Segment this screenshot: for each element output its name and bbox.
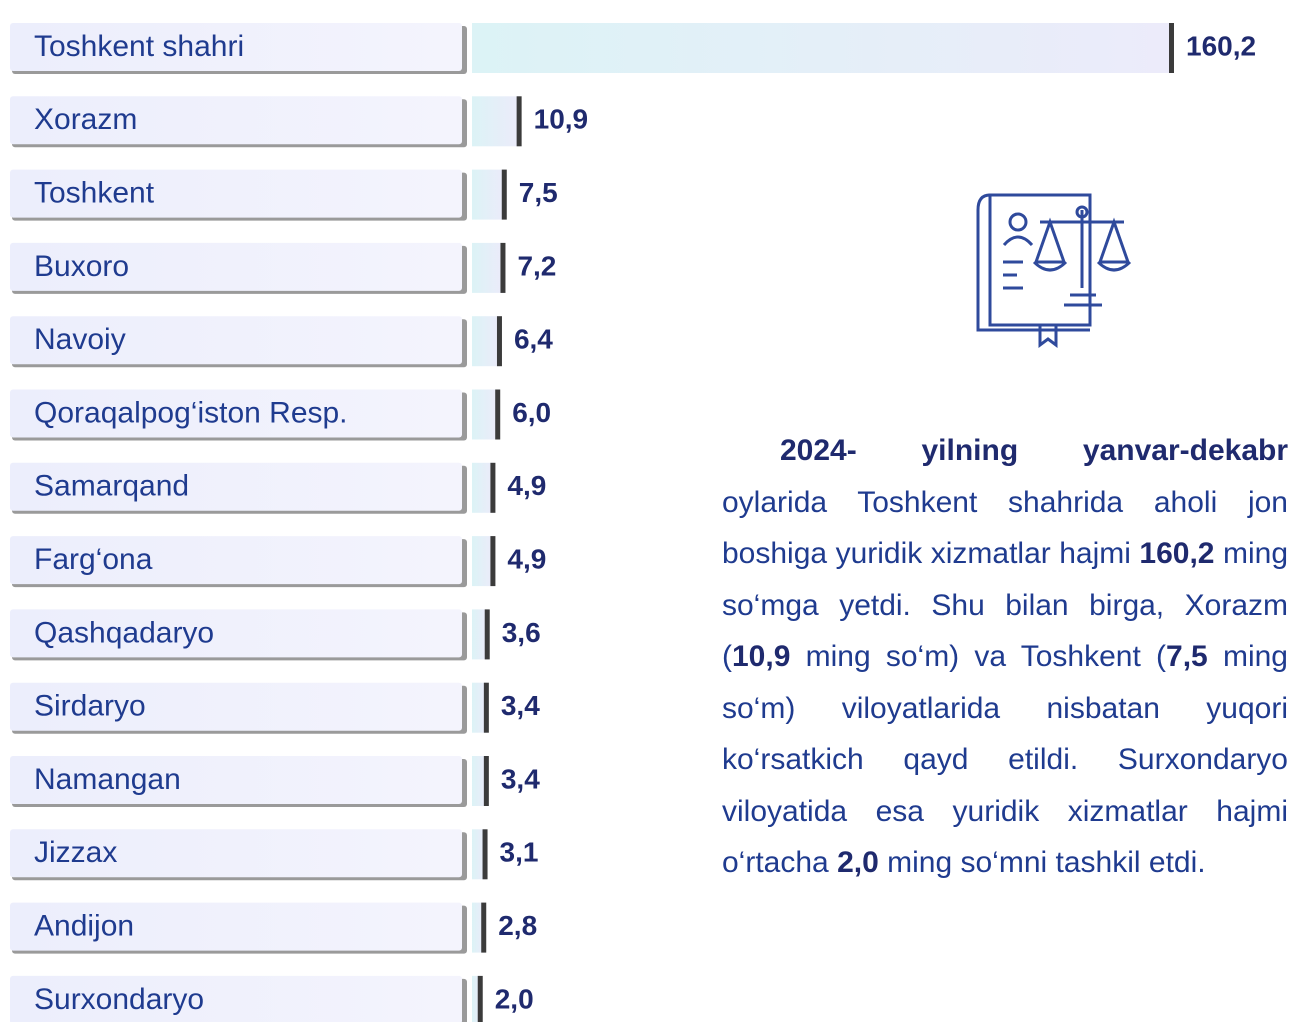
- bar: [472, 389, 499, 440]
- text-segment: ming so‘mga yetdi. Shu bilan birga, Xora…: [722, 537, 1289, 673]
- category-label: Qoraqalpog‘iston Resp.: [34, 396, 348, 429]
- bar: [472, 536, 494, 587]
- value-label: 7,5: [519, 177, 558, 208]
- category-label: Jizzax: [34, 836, 117, 869]
- bar: [472, 829, 486, 880]
- category-label: Xorazm: [34, 103, 137, 136]
- value-label: 2,0: [495, 983, 534, 1014]
- text-segment: oylarida Toshkent shahrida aholi jon bos…: [722, 485, 1288, 571]
- label-box: [10, 389, 462, 438]
- value-label: 2,8: [498, 910, 537, 941]
- bar-edge: [477, 975, 483, 1022]
- label-box: [10, 756, 462, 804]
- value-label: 3,1: [500, 837, 539, 868]
- text-segment: 160,2: [1139, 537, 1215, 570]
- label-box: [10, 23, 462, 71]
- bar: [472, 756, 487, 806]
- bar-edge: [481, 902, 487, 953]
- bar-edge: [501, 169, 507, 220]
- label-box: [10, 169, 462, 218]
- value-label: 160,2: [1186, 30, 1256, 61]
- label-box: [10, 975, 462, 1022]
- bar-edge: [482, 829, 488, 880]
- value-label: 6,0: [512, 397, 551, 428]
- text-segment: 7,5: [1166, 640, 1208, 673]
- value-label: 7,2: [517, 250, 556, 281]
- bar-edge: [516, 96, 522, 147]
- value-label: 4,9: [507, 470, 546, 501]
- label-box: [10, 536, 462, 585]
- category-label: Namangan: [34, 763, 181, 796]
- category-label: Farg‘ona: [34, 543, 153, 576]
- category-label: Toshkent: [34, 177, 155, 210]
- label-box: [10, 462, 462, 511]
- category-label: Qashqadaryo: [34, 616, 214, 649]
- category-label: Surxondaryo: [34, 983, 204, 1016]
- bar-edge: [483, 756, 489, 806]
- bar-edge: [483, 682, 489, 733]
- text-segment: ming so‘mni tashkil etdi.: [878, 846, 1206, 879]
- label-box: [10, 316, 462, 365]
- value-label: 4,9: [507, 543, 546, 574]
- category-label: Sirdaryo: [34, 690, 146, 723]
- bar-edge: [1169, 23, 1174, 73]
- bar: [472, 462, 494, 513]
- text-segment: 2024- yilning yanvar-dekabr: [780, 434, 1288, 467]
- value-label: 10,9: [534, 104, 589, 135]
- label-box: [10, 829, 462, 878]
- bar: [472, 23, 1172, 73]
- bar-edge: [500, 242, 506, 293]
- bar-edge: [490, 536, 496, 587]
- bar: [472, 902, 485, 953]
- text-segment: 2,0: [837, 846, 879, 879]
- bar: [472, 96, 520, 147]
- text-segment: ming so‘m) va Toshkent (: [790, 640, 1167, 673]
- bar-edge: [484, 609, 490, 660]
- category-label: Samarqand: [34, 470, 189, 503]
- bar-edge: [496, 316, 502, 367]
- label-box: [10, 242, 462, 291]
- icon: [976, 193, 1132, 348]
- value-label: 3,6: [502, 617, 541, 648]
- label-box: [10, 96, 462, 145]
- text-segment: 10,9: [732, 640, 791, 673]
- category-label: Andijon: [34, 910, 134, 943]
- category-label: Navoiy: [34, 323, 126, 356]
- label-box: [10, 682, 462, 731]
- bar: [472, 975, 481, 1022]
- value-label: 6,4: [514, 324, 553, 355]
- bar-edge: [490, 462, 496, 513]
- text-segment: ming so‘m) viloyatlarida nisbatan yuqori…: [722, 640, 1288, 879]
- description: 2024- yilning yanvar-dekabr oylarida Tos…: [722, 425, 1288, 889]
- bar-edge: [495, 389, 501, 440]
- bar: [472, 242, 504, 293]
- bar: [472, 316, 500, 367]
- bar: [472, 609, 488, 660]
- category-label: Toshkent shahri: [34, 30, 244, 63]
- category-label: Buxoro: [34, 250, 129, 283]
- value-label: 3,4: [501, 763, 540, 794]
- label-box: [10, 902, 462, 951]
- label-box: [10, 609, 462, 658]
- bar: [472, 169, 505, 220]
- value-label: 3,4: [501, 690, 540, 721]
- bar: [472, 682, 487, 733]
